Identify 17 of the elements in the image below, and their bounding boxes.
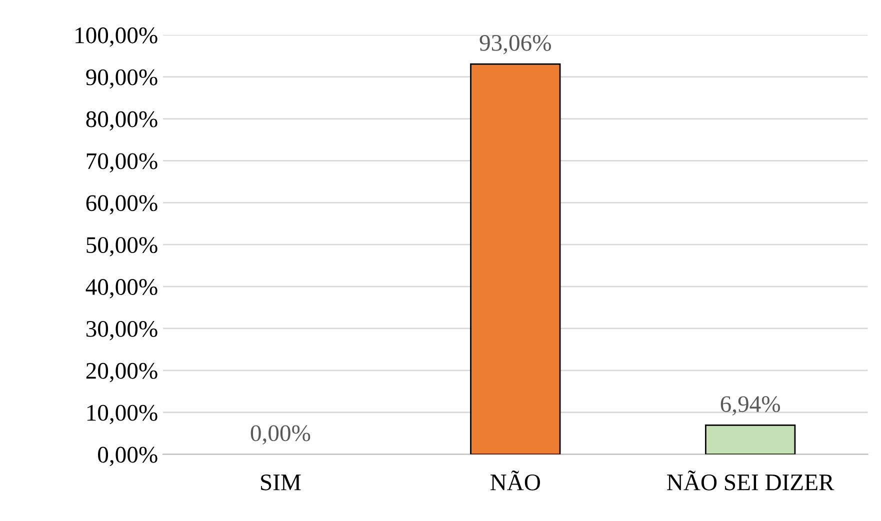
data-label: 0,00% bbox=[250, 425, 310, 445]
x-tick-label: NÃO SEI DIZER bbox=[667, 470, 834, 490]
y-tick-label: 30,00% bbox=[86, 320, 158, 340]
data-label: 6,94% bbox=[720, 396, 780, 416]
y-tick-label: 10,00% bbox=[87, 404, 158, 424]
data-label: 93,06% bbox=[480, 34, 551, 54]
y-tick-label: 70,00% bbox=[86, 153, 158, 173]
y-tick-label: 90,00% bbox=[86, 69, 158, 89]
y-tick-label: 40,00% bbox=[86, 279, 158, 298]
y-tick-label: 60,00% bbox=[86, 195, 158, 214]
y-tick-label: 0,00% bbox=[98, 446, 158, 466]
y-tick-label: 100,00% bbox=[76, 27, 158, 47]
y-tick-label: 20,00% bbox=[86, 362, 158, 382]
x-tick-label: SIM bbox=[261, 474, 301, 490]
x-tick-label: NÃO bbox=[490, 470, 540, 490]
y-tick-label: 80,00% bbox=[86, 111, 158, 131]
y-tick-label: 50,00% bbox=[86, 237, 158, 256]
